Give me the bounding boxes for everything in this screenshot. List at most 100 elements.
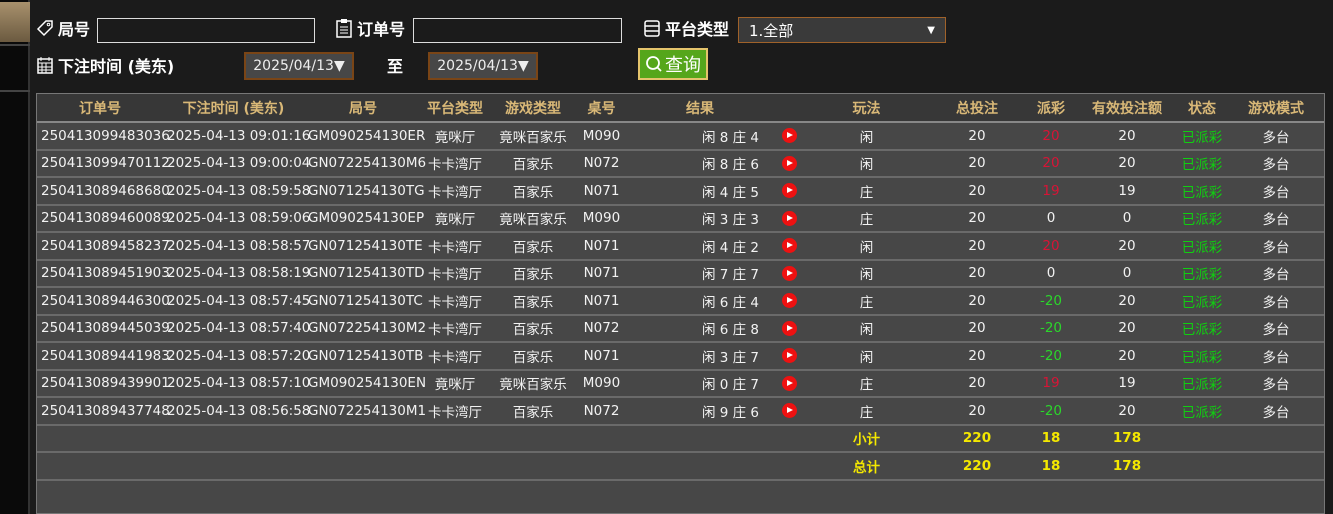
cell-game-mode: 多台: [1228, 369, 1324, 398]
header-game-mode: 游戏模式: [1228, 94, 1324, 123]
platform-select-value: 1.全部: [749, 21, 794, 40]
tag-icon: [36, 20, 53, 37]
query-button[interactable]: 查询: [638, 48, 708, 80]
video-replay-button[interactable]: [775, 149, 803, 178]
header-status: 状态: [1176, 94, 1228, 123]
query-button-label: 查询: [665, 55, 701, 76]
cell-round-no: GN071254130TG: [304, 177, 425, 206]
sidebar-active-tab[interactable]: [0, 2, 30, 42]
header-round-no: 局号: [304, 94, 422, 123]
total-cell: [625, 452, 775, 481]
cell-round-no: GN072254130M2: [304, 314, 426, 343]
header-game-type: 游戏类型: [488, 94, 578, 123]
subtotal-cell: [304, 424, 422, 453]
subtotal-cell: [775, 424, 803, 453]
cell-valid-bet: 20: [1078, 314, 1176, 343]
video-replay-button[interactable]: [775, 177, 803, 206]
video-replay-button[interactable]: [775, 204, 803, 233]
platform-select[interactable]: 1.全部 ▼: [738, 17, 946, 43]
cell-payout: -20: [1024, 397, 1078, 426]
cell-valid-bet: 20: [1078, 397, 1176, 426]
subtotal-cell: [422, 424, 488, 453]
cell-round-no: GN071254130TE: [304, 232, 423, 261]
cell-status: 已派彩: [1176, 232, 1228, 261]
video-replay-button[interactable]: [775, 232, 803, 261]
cell-status: 已派彩: [1176, 259, 1228, 288]
cell-game-mode: 多台: [1228, 177, 1324, 206]
cell-total-bet: 20: [930, 342, 1024, 371]
cell-valid-bet: 20: [1078, 122, 1176, 151]
cell-total-bet: 20: [930, 149, 1024, 178]
subtotal-cell: [488, 424, 578, 453]
cell-status: 已派彩: [1176, 177, 1228, 206]
cell-platform: 卡卡湾厅: [422, 287, 488, 316]
total-payout: 18: [1024, 452, 1078, 481]
cell-total-bet: 20: [930, 369, 1024, 398]
order-input[interactable]: [413, 18, 622, 43]
play-icon: [781, 128, 797, 144]
date-from-picker[interactable]: 2025/04/13▼: [244, 52, 354, 80]
cell-bet-type: 庄: [803, 397, 930, 426]
cell-total-bet: 20: [930, 232, 1024, 261]
cell-order-no: 250413089446300: [37, 287, 170, 316]
cell-table-no: N072: [578, 149, 625, 178]
cell-table-no: M090: [578, 204, 625, 233]
cell-bet-time: 2025-04-13 08:58:19: [163, 259, 310, 288]
video-replay-button[interactable]: [775, 314, 803, 343]
cell-game-type: 竟咪百家乐: [488, 204, 578, 233]
cell-status: 已派彩: [1176, 122, 1228, 151]
round-input[interactable]: [97, 18, 315, 43]
table-row: 250413089439901 2025-04-13 08:57:10 GM0902…: [37, 369, 1324, 398]
cell-payout: 20: [1024, 232, 1078, 261]
cell-table-no: N072: [578, 397, 625, 426]
total-cell: [304, 452, 422, 481]
cell-platform: 竟咪厅: [422, 369, 488, 398]
cell-order-no: 250413089468680: [37, 177, 170, 206]
cell-payout: -20: [1024, 287, 1078, 316]
cell-game-mode: 多台: [1228, 314, 1324, 343]
to-label: 至: [387, 57, 404, 76]
cell-game-type: 竟咪百家乐: [488, 369, 578, 398]
video-replay-button[interactable]: [775, 122, 803, 151]
cell-round-no: GM090254130ER: [304, 122, 425, 151]
divider: [0, 90, 30, 92]
cell-valid-bet: 20: [1078, 232, 1176, 261]
play-icon: [781, 320, 797, 336]
cell-game-type: 百家乐: [488, 177, 578, 206]
cell-payout: 19: [1024, 369, 1078, 398]
cell-order-no: 250413089437748: [37, 397, 170, 426]
cell-order-no: 250413089460089: [37, 204, 170, 233]
date-to-picker[interactable]: 2025/04/13▼: [428, 52, 538, 80]
cell-bet-type: 庄: [803, 369, 930, 398]
total-cell: [163, 452, 304, 481]
play-icon: [781, 183, 797, 199]
total-cell: [775, 452, 803, 481]
cell-bet-time: 2025-04-13 08:59:58: [163, 177, 310, 206]
play-icon: [781, 375, 797, 391]
video-replay-button[interactable]: [775, 259, 803, 288]
cell-bet-time: 2025-04-13 09:01:16: [163, 122, 310, 151]
video-replay-button[interactable]: [775, 287, 803, 316]
video-replay-button[interactable]: [775, 397, 803, 426]
subtotal-cell: [625, 424, 775, 453]
cell-valid-bet: 0: [1078, 204, 1176, 233]
total-cell: [422, 452, 488, 481]
play-icon: [781, 348, 797, 364]
cell-result: 闲 6 庄 8: [625, 314, 775, 343]
cell-table-no: M090: [578, 122, 625, 151]
cell-game-mode: 多台: [1228, 342, 1324, 371]
cell-game-type: 百家乐: [488, 397, 578, 426]
subtotal-cell: [163, 424, 304, 453]
subtotal-total-bet: 220: [930, 424, 1024, 453]
cell-result: 闲 8 庄 6: [625, 149, 775, 178]
header-total-bet: 总投注: [930, 94, 1024, 123]
cell-game-type: 百家乐: [488, 232, 578, 261]
list-icon: [644, 20, 660, 37]
video-replay-button[interactable]: [775, 342, 803, 371]
cell-result: 闲 9 庄 6: [625, 397, 775, 426]
cell-valid-bet: 19: [1078, 177, 1176, 206]
video-replay-button[interactable]: [775, 369, 803, 398]
table-row: 250413089451903 2025-04-13 08:58:19 GN0712…: [37, 259, 1324, 288]
table-row: 250413099483036 2025-04-13 09:01:16 GM0902…: [37, 122, 1324, 151]
cell-result: 闲 8 庄 4: [625, 122, 775, 151]
